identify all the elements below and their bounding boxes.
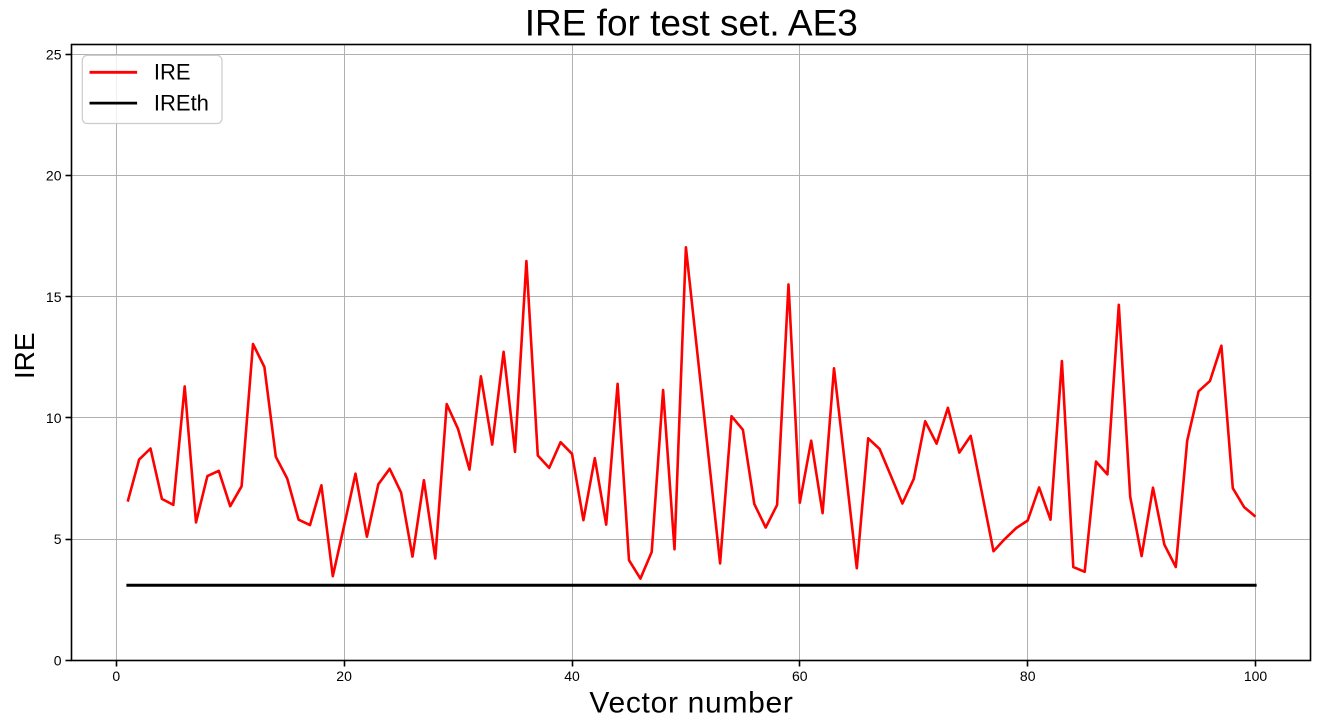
- svg-text:10: 10: [46, 410, 62, 426]
- svg-text:25: 25: [46, 46, 62, 62]
- svg-text:15: 15: [46, 289, 62, 305]
- svg-text:0: 0: [112, 668, 120, 684]
- svg-text:IREth: IREth: [154, 90, 209, 115]
- svg-text:60: 60: [792, 668, 808, 684]
- svg-text:20: 20: [336, 668, 352, 684]
- svg-text:IRE: IRE: [9, 332, 40, 379]
- svg-text:0: 0: [54, 652, 62, 668]
- svg-text:IRE: IRE: [154, 60, 191, 85]
- svg-text:100: 100: [1244, 668, 1268, 684]
- svg-text:IRE for test set. AE3: IRE for test set. AE3: [525, 3, 858, 44]
- svg-text:40: 40: [564, 668, 580, 684]
- svg-text:5: 5: [54, 531, 62, 547]
- svg-text:80: 80: [1020, 668, 1036, 684]
- svg-text:Vector number: Vector number: [589, 686, 793, 719]
- svg-text:20: 20: [46, 168, 62, 184]
